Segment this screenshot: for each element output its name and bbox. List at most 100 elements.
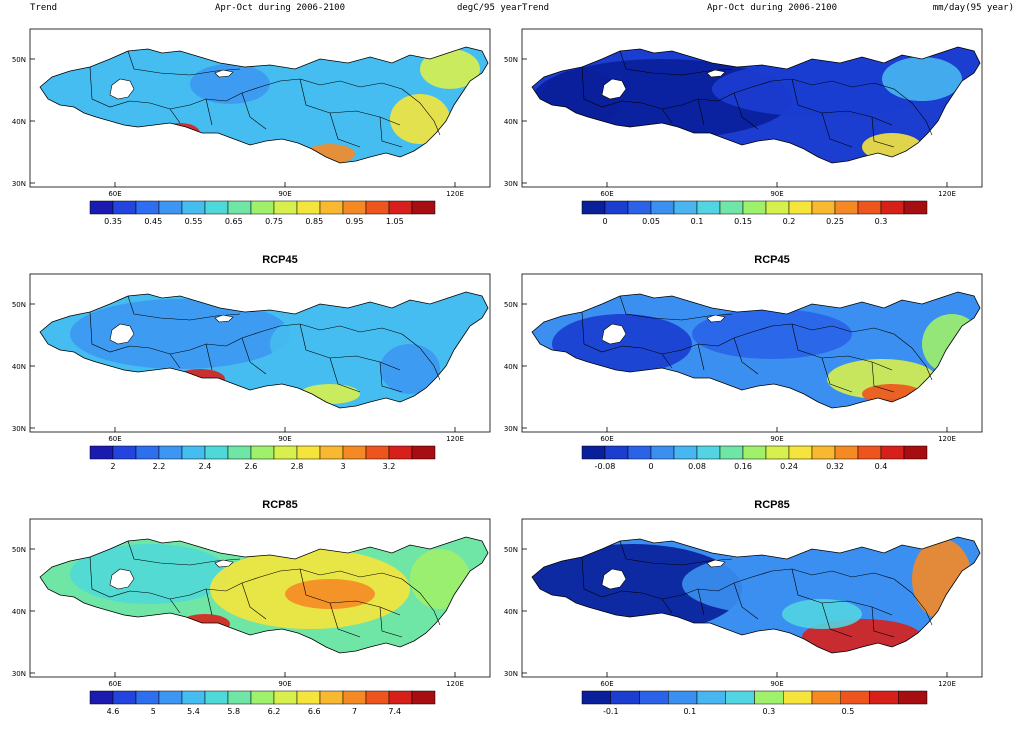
lat-tick-label: 50N bbox=[504, 546, 518, 554]
colorbar-label: 0.25 bbox=[826, 217, 844, 226]
colorbar-label: 3.2 bbox=[383, 462, 396, 471]
colorbar-label: 0.24 bbox=[780, 462, 798, 471]
colorbar-label: 0.2 bbox=[783, 217, 796, 226]
map-svg: 50N 40N 30N 60E 90E 120E -0.08 0 0.08 0.16 0.24 0.3… bbox=[504, 273, 983, 471]
colorbar-swatch bbox=[342, 200, 367, 215]
colorbar-label: 0.45 bbox=[144, 217, 162, 226]
colorbar-label: 1.05 bbox=[386, 217, 404, 226]
lat-tick-label: 50N bbox=[12, 56, 26, 64]
colorbar-swatch bbox=[181, 445, 206, 460]
lon-tick-label: 90E bbox=[770, 190, 783, 198]
panel-temp-rcp26: Trend Apr-Oct during 2006-2100 degC/95 yea… bbox=[12, 3, 530, 243]
colorbar-label: 7 bbox=[352, 707, 357, 716]
colorbar-swatch bbox=[725, 690, 755, 705]
colorbar-swatch bbox=[719, 200, 744, 215]
colorbar-swatch bbox=[296, 445, 321, 460]
lon-tick-label: 90E bbox=[770, 680, 783, 688]
colorbar-label: 0.32 bbox=[826, 462, 844, 471]
colorbar-swatch bbox=[273, 200, 298, 215]
colorbar-label: 5.8 bbox=[227, 707, 240, 716]
colorbar-swatch bbox=[204, 445, 229, 460]
colorbar-swatch bbox=[696, 200, 721, 215]
colorbar-swatch bbox=[112, 200, 137, 215]
title-right: mm/day(95 year) bbox=[932, 3, 1014, 13]
colorbar-swatch bbox=[673, 445, 698, 460]
colorbar-label: 0.1 bbox=[691, 217, 704, 226]
colorbar-label: 0 bbox=[648, 462, 653, 471]
title-right: degC/95 year bbox=[456, 3, 522, 13]
colorbar-swatch bbox=[903, 445, 928, 460]
lon-tick-label: 120E bbox=[938, 680, 956, 688]
lat-tick-label: 30N bbox=[12, 670, 26, 678]
lon-tick-label: 60E bbox=[600, 435, 613, 443]
colorbar-swatch bbox=[296, 690, 321, 705]
lon-tick-label: 120E bbox=[446, 190, 464, 198]
lon-tick-label: 60E bbox=[600, 680, 613, 688]
colorbar: 4.6 5 5.4 5.8 6.2 6.6 7 7.4 bbox=[89, 690, 436, 716]
colorbar-swatch bbox=[869, 690, 899, 705]
colorbar-swatch bbox=[834, 200, 859, 215]
panel-precip-rcp45: RCP45 50N 40N 30N 60E 90E 120E -0.08 0 0.08 0.16 0.… bbox=[504, 248, 1022, 488]
colorbar-swatch bbox=[581, 200, 606, 215]
colorbar-label: 0.15 bbox=[734, 217, 752, 226]
colorbar-swatch bbox=[204, 690, 229, 705]
colorbar-swatch bbox=[365, 200, 390, 215]
colorbar-swatch bbox=[742, 445, 767, 460]
lon-tick-label: 90E bbox=[770, 435, 783, 443]
colorbar-label: 0.1 bbox=[683, 707, 696, 716]
panel-precip-rcp85: RCP85 50N 40N 30N 60E 90E 120E -0.1 0.1 0.3 0.5 bbox=[504, 493, 1022, 733]
scenario-title: RCP45 bbox=[754, 254, 790, 266]
colorbar-label: 0.3 bbox=[763, 707, 776, 716]
colorbar-label: 0.4 bbox=[875, 462, 888, 471]
lon-tick-label: 120E bbox=[446, 680, 464, 688]
lat-tick-label: 40N bbox=[504, 118, 518, 126]
colorbar-swatch bbox=[903, 200, 928, 215]
colorbar-swatch bbox=[765, 445, 790, 460]
colorbar-label: 2.4 bbox=[199, 462, 212, 471]
scenario-title: RCP45 bbox=[262, 254, 298, 266]
trend-field bbox=[40, 537, 488, 653]
colorbar-label: 0.75 bbox=[265, 217, 283, 226]
colorbar-label: 6.6 bbox=[308, 707, 321, 716]
lon-tick-label: 60E bbox=[600, 190, 613, 198]
colorbar-swatch bbox=[840, 690, 870, 705]
scenario-title: RCP85 bbox=[754, 499, 790, 511]
title-left: Trend bbox=[522, 3, 550, 13]
colorbar-swatch bbox=[668, 690, 698, 705]
colorbar-swatch bbox=[898, 690, 928, 705]
scenario-title: RCP85 bbox=[262, 499, 298, 511]
colorbar-swatch bbox=[181, 200, 206, 215]
colorbar-swatch bbox=[388, 200, 413, 215]
colorbar-label: 0.95 bbox=[346, 217, 364, 226]
colorbar-swatch bbox=[581, 690, 611, 705]
colorbar-swatch bbox=[365, 445, 390, 460]
lat-tick-label: 40N bbox=[12, 608, 26, 616]
colorbar-swatch bbox=[610, 690, 640, 705]
lon-tick-label: 120E bbox=[938, 435, 956, 443]
colorbar-swatch bbox=[788, 200, 813, 215]
lon-tick-label: 60E bbox=[108, 680, 121, 688]
lat-tick-label: 50N bbox=[504, 56, 518, 64]
lat-tick-label: 50N bbox=[12, 301, 26, 309]
colorbar-swatch bbox=[673, 200, 698, 215]
colorbar-swatch bbox=[342, 445, 367, 460]
colorbar-swatch bbox=[719, 445, 744, 460]
colorbar-label: 0.35 bbox=[104, 217, 122, 226]
colorbar-swatch bbox=[342, 690, 367, 705]
colorbar-swatch bbox=[411, 690, 436, 705]
colorbar-swatch bbox=[250, 200, 275, 215]
lat-tick-label: 40N bbox=[12, 118, 26, 126]
colorbar-label: 0.5 bbox=[842, 707, 855, 716]
colorbar-label: 4.6 bbox=[107, 707, 120, 716]
colorbar-label: 3 bbox=[340, 462, 345, 471]
lat-tick-label: 50N bbox=[12, 546, 26, 554]
colorbar-label: 2.6 bbox=[245, 462, 258, 471]
lat-tick-label: 50N bbox=[504, 301, 518, 309]
colorbar-swatch bbox=[388, 690, 413, 705]
trend-field bbox=[532, 537, 980, 653]
panel-precip-rcp26: Trend Apr-Oct during 2006-2100 mm/day(95 y… bbox=[504, 3, 1022, 243]
colorbar-swatch bbox=[135, 690, 160, 705]
colorbar-swatch bbox=[581, 445, 606, 460]
colorbar-swatch bbox=[604, 200, 629, 215]
colorbar-swatch bbox=[765, 200, 790, 215]
